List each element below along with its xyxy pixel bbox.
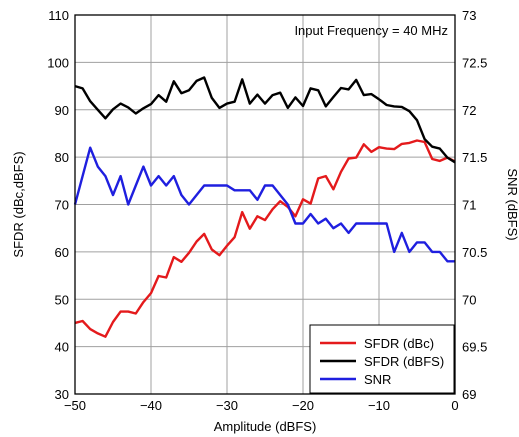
- y-left-tick-label: 80: [55, 150, 69, 165]
- y-right-tick-label: 72: [462, 103, 476, 118]
- y-left-tick-label: 100: [47, 55, 69, 70]
- plot-frame: [74, 14, 456, 395]
- y-left-tick-label: 90: [55, 103, 69, 118]
- annotation-text: Input Frequency = 40 MHz: [294, 23, 448, 38]
- x-tick-label: −30: [216, 398, 238, 413]
- legend-label: SFDR (dBc): [364, 336, 434, 351]
- y-left-tick-label: 40: [55, 340, 69, 355]
- y-left-tick-label: 50: [55, 292, 69, 307]
- series-lines: [73, 76, 456, 338]
- x-tick-label: −40: [140, 398, 162, 413]
- y-right-tick-label: 71.5: [462, 150, 487, 165]
- y-right-tick-label: 70: [462, 292, 476, 307]
- series-line-snr: [73, 146, 455, 263]
- y-right-tick-label: 70.5: [462, 245, 487, 260]
- y-left-tick-label: 60: [55, 245, 69, 260]
- series-line-sfdr-dbfs: [74, 76, 456, 164]
- legend-label: SFDR (dBFS): [364, 354, 444, 369]
- y-left-tick-label: 30: [55, 387, 69, 402]
- y-right-tick-label: 69.5: [462, 340, 487, 355]
- x-tick-label: −20: [292, 398, 314, 413]
- tick-labels: −50 −40 −30 −20 −10 0 30 40 50 60 70 80 90 100 110 69 69…: [47, 8, 487, 413]
- legend-box: [309, 324, 455, 394]
- x-axis-label: Amplitude (dBFS): [214, 419, 317, 434]
- y-left-tick-label: 110: [48, 8, 69, 23]
- series-line-sfdr-dbc: [74, 139, 456, 338]
- y-axis-right-label: SNR (dBFS): [505, 168, 519, 240]
- x-tick-label: −50: [64, 398, 86, 413]
- y-right-tick-label: 69: [462, 387, 476, 402]
- legend: SFDR (dBc) SFDR (dBFS) SNR: [309, 324, 455, 394]
- x-tick-label: −10: [368, 398, 390, 413]
- y-right-tick-label: 71: [462, 198, 476, 213]
- grid: [75, 15, 455, 394]
- legend-label: SNR: [364, 372, 391, 387]
- y-right-tick-label: 72.5: [462, 55, 487, 70]
- y-axis-left-label: SFDR (dBc,dBFS): [11, 151, 26, 257]
- y-left-tick-label: 70: [55, 198, 69, 213]
- y-right-tick-label: 73: [462, 8, 476, 23]
- x-tick-label: 0: [451, 398, 458, 413]
